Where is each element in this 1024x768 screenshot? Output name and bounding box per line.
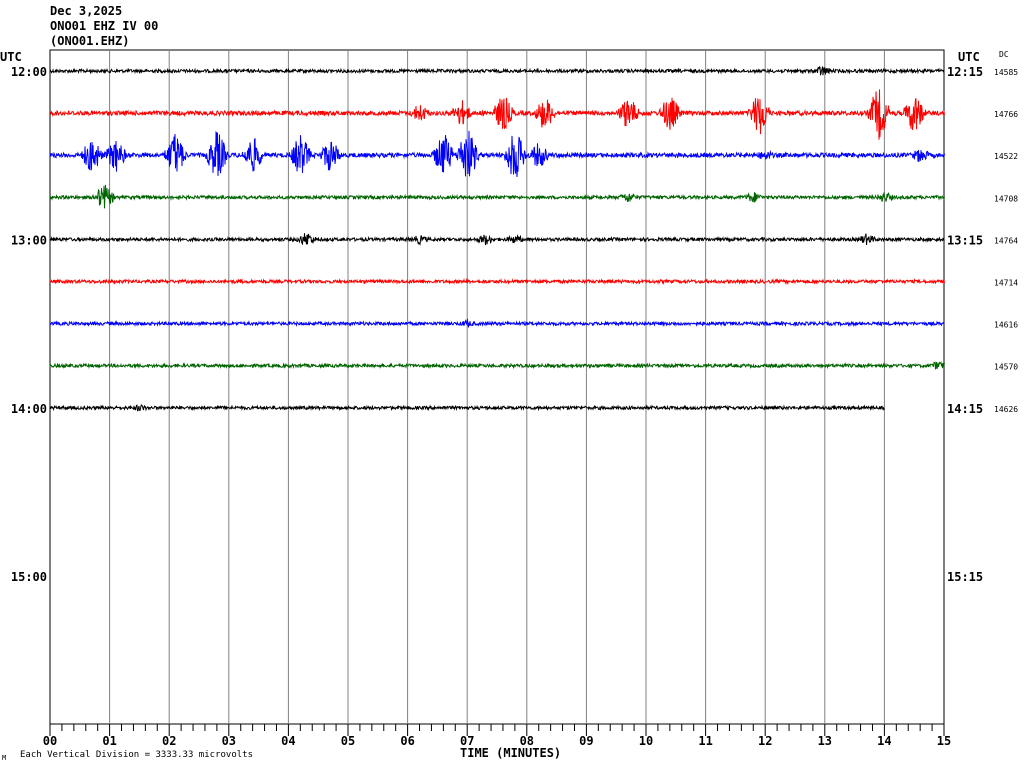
x-tick-label: 13	[818, 734, 832, 748]
trace-line	[49, 318, 945, 329]
x-tick-label: 01	[102, 734, 116, 748]
trace-line	[49, 277, 945, 286]
x-tick-label: 14	[877, 734, 891, 748]
footer-note: Each Vertical Division = 3333.33 microvo…	[20, 750, 253, 760]
row-time-label-right: 13:15	[947, 233, 983, 247]
x-tick-label: 00	[43, 734, 57, 748]
x-tick-label: 12	[758, 734, 772, 748]
row-dc-value: 14626	[994, 405, 1018, 414]
row-time-label-left: 12:00	[11, 65, 47, 79]
row-dc-value: 14766	[994, 110, 1018, 119]
trace-line	[49, 184, 945, 209]
row-dc-value: 14522	[994, 152, 1018, 161]
row-time-label-left: 14:00	[11, 402, 47, 416]
row-dc-value: 14708	[994, 194, 1018, 203]
trace-line	[49, 65, 945, 76]
x-tick-label: 04	[281, 734, 295, 748]
x-tick-label: 11	[698, 734, 712, 748]
row-time-label-right: 15:15	[947, 570, 983, 584]
x-axis-label: TIME (MINUTES)	[460, 746, 562, 760]
row-dc-value: 14764	[994, 236, 1018, 245]
row-dc-value: 14585	[994, 68, 1018, 77]
trace-line	[49, 404, 885, 412]
plot-frame	[49, 49, 945, 725]
row-time-label-right: 12:15	[947, 65, 983, 79]
row-dc-value: 14714	[994, 279, 1018, 288]
x-tick-label: 05	[341, 734, 355, 748]
header-code: (ONO01.EHZ)	[50, 34, 130, 48]
row-time-label-right: 14:15	[947, 402, 983, 416]
header-station: ONO01 EHZ IV 00	[50, 19, 159, 33]
trace-line	[49, 89, 945, 140]
x-tick-label: 03	[222, 734, 236, 748]
left-utc-label: UTC	[0, 50, 22, 64]
dc-header: DC	[999, 50, 1009, 59]
right-utc-label: UTC	[958, 50, 980, 64]
x-tick-label: 15	[937, 734, 951, 748]
x-tick-label: 08	[520, 734, 534, 748]
row-dc-value: 14570	[994, 363, 1018, 372]
header-date: Dec 3,2025	[50, 4, 123, 18]
x-tick-label: 09	[579, 734, 593, 748]
x-tick-label: 02	[162, 734, 176, 748]
row-dc-value: 14616	[994, 321, 1018, 330]
x-tick-label: 07	[460, 734, 474, 748]
row-time-label-left: 13:00	[11, 233, 47, 247]
trace-line	[49, 233, 945, 246]
row-time-label-left: 15:00	[11, 570, 47, 584]
trace-line	[49, 130, 945, 178]
x-tick-label: 06	[400, 734, 414, 748]
x-tick-label: 10	[639, 734, 653, 748]
trace-line	[49, 361, 945, 370]
footer-mark: M	[2, 754, 7, 762]
